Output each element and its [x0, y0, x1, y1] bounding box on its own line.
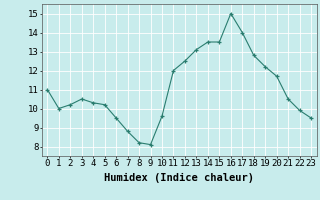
X-axis label: Humidex (Indice chaleur): Humidex (Indice chaleur) [104, 173, 254, 183]
